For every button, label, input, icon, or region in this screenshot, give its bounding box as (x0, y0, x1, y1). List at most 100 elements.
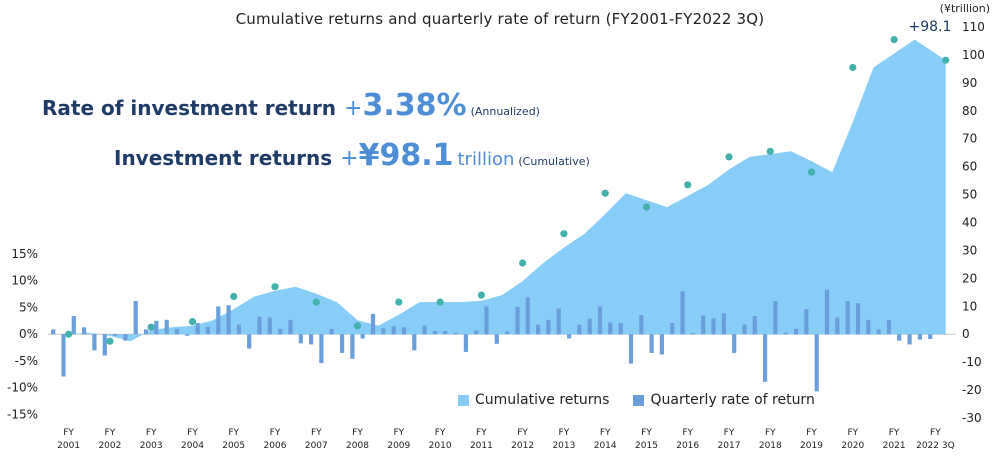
quarterly-bar (804, 309, 809, 335)
x-axis-year-label: 2009 (387, 441, 410, 451)
returns-label: Investment returns (114, 146, 333, 170)
x-axis-fy-label: FY (765, 428, 776, 438)
chart-legend: Cumulative returns Quarterly rate of ret… (458, 392, 815, 408)
x-axis-fy-label: FY (63, 428, 74, 438)
quarterly-bar (536, 324, 541, 335)
rate-sign: + (344, 96, 363, 121)
x-axis-year-label: 2022 3Q (916, 441, 955, 451)
x-axis-fy-label: FY (146, 428, 157, 438)
x-axis-year-label: 2007 (305, 441, 328, 451)
x-axis-fy-label: FY (228, 428, 239, 438)
quarterly-bar (82, 327, 87, 335)
quarterly-bar (515, 306, 520, 335)
returns-unit: trillion (457, 149, 515, 170)
quarterly-bar (92, 334, 97, 351)
quarterly-bar (690, 333, 695, 335)
cumulative-marker (188, 318, 197, 326)
right-axis-tick-label: 40 (962, 216, 977, 230)
x-axis-year-label: 2008 (346, 441, 369, 451)
quarterly-bar (164, 319, 169, 335)
quarterly-bar (443, 331, 448, 335)
cumulative-marker (601, 189, 609, 197)
quarterly-bar (154, 320, 159, 335)
quarterly-bar (928, 334, 933, 339)
cumulative-marker (477, 291, 485, 299)
x-axis-fy-label: FY (806, 428, 817, 438)
quarterly-bar (886, 319, 891, 335)
quarterly-bar (907, 334, 912, 345)
quarterly-bar (370, 313, 376, 335)
right-axis-tick-label: 90 (962, 76, 977, 90)
quarterly-bar (422, 325, 427, 335)
x-axis-year-label: 2020 (841, 441, 864, 451)
x-axis-year-label: 2004 (181, 441, 204, 451)
x-axis-year-label: 2003 (140, 441, 163, 451)
quarterly-bar (133, 301, 138, 335)
quarterly-bar (401, 327, 407, 335)
right-axis-tick-label: 20 (962, 271, 977, 285)
quarterly-bar (721, 313, 726, 335)
quarterly-bar (123, 334, 128, 341)
legend-label-cumulative: Cumulative returns (475, 392, 610, 408)
rate-note: (Annualized) (470, 105, 540, 118)
rate-label: Rate of investment return (42, 96, 337, 120)
quarterly-bar (835, 317, 840, 335)
quarterly-bar (618, 323, 623, 335)
quarterly-bar (113, 334, 118, 336)
x-axis-fy-label: FY (724, 428, 735, 438)
left-axis-tick-label: 10% (11, 274, 38, 288)
quarterly-bar (752, 316, 757, 335)
right-axis-tick-label: 10 (962, 299, 977, 313)
right-axis-tick-label: -10 (962, 355, 982, 369)
cumulative-marker (436, 298, 444, 306)
right-axis-unit-label: (¥trillion) (940, 2, 990, 15)
cumulative-marker (890, 36, 898, 44)
quarterly-bar (309, 334, 314, 345)
quarterly-bar (71, 316, 76, 335)
rate-value: 3.38% (362, 88, 467, 123)
quarterly-bar (701, 315, 706, 335)
quarterly-bar (267, 317, 272, 335)
quarterly-bar (845, 301, 850, 335)
x-axis-fy-label: FY (517, 428, 528, 438)
cumulative-returns-area (68, 39, 946, 342)
x-axis-year-label: 2005 (222, 441, 245, 451)
x-axis-fy-label: FY (352, 428, 363, 438)
quarterly-bar (257, 316, 262, 335)
x-axis-fy-label: FY (889, 428, 900, 438)
returns-note: (Cumulative) (518, 155, 590, 168)
quarterly-bar (236, 324, 241, 335)
quarterly-bar (298, 334, 303, 344)
chart-title: Cumulative returns and quarterly rate of… (235, 10, 765, 28)
x-axis-fy-label: FY (476, 428, 487, 438)
left-axis-tick-label: 0% (19, 327, 38, 341)
x-axis-year-label: 2014 (594, 441, 617, 451)
x-axis-year-label: 2012 (511, 441, 534, 451)
cumulative-marker (395, 298, 403, 306)
legend-item-quarterly: Quarterly rate of return (633, 392, 815, 408)
quarterly-bar (649, 334, 654, 353)
rate-of-return-kpi: Rate of investment return +3.38% (Annualiz… (42, 88, 540, 123)
x-axis-fy-label: FY (847, 428, 858, 438)
cumulative-marker (849, 63, 857, 72)
quarterly-bar (567, 334, 572, 339)
x-axis-fy-label: FY (393, 428, 404, 438)
x-axis-year-label: 2001 (57, 441, 80, 451)
cumulative-marker (942, 56, 950, 64)
left-axis-tick-label: -10% (7, 381, 38, 395)
x-axis-year-label: 2019 (800, 441, 823, 451)
cumulative-marker (725, 153, 733, 161)
investment-returns-kpi: Investment returns +¥98.1 trillion (Cumulat… (114, 138, 590, 173)
right-axis-tick-label: 100 (962, 48, 985, 62)
x-axis-year-label: 2021 (883, 441, 906, 451)
x-axis-year-label: 2013 (552, 441, 575, 451)
cumulative-marker (147, 323, 155, 331)
legend-swatch-cumulative (458, 394, 469, 406)
cumulative-marker (560, 230, 568, 238)
quarterly-bar (917, 334, 922, 340)
x-axis-year-label: 2015 (635, 441, 658, 451)
quarterly-bar (732, 334, 737, 353)
cumulative-marker (766, 147, 774, 155)
x-axis-fy-label: FY (187, 428, 198, 438)
quarterly-bar (391, 326, 396, 335)
